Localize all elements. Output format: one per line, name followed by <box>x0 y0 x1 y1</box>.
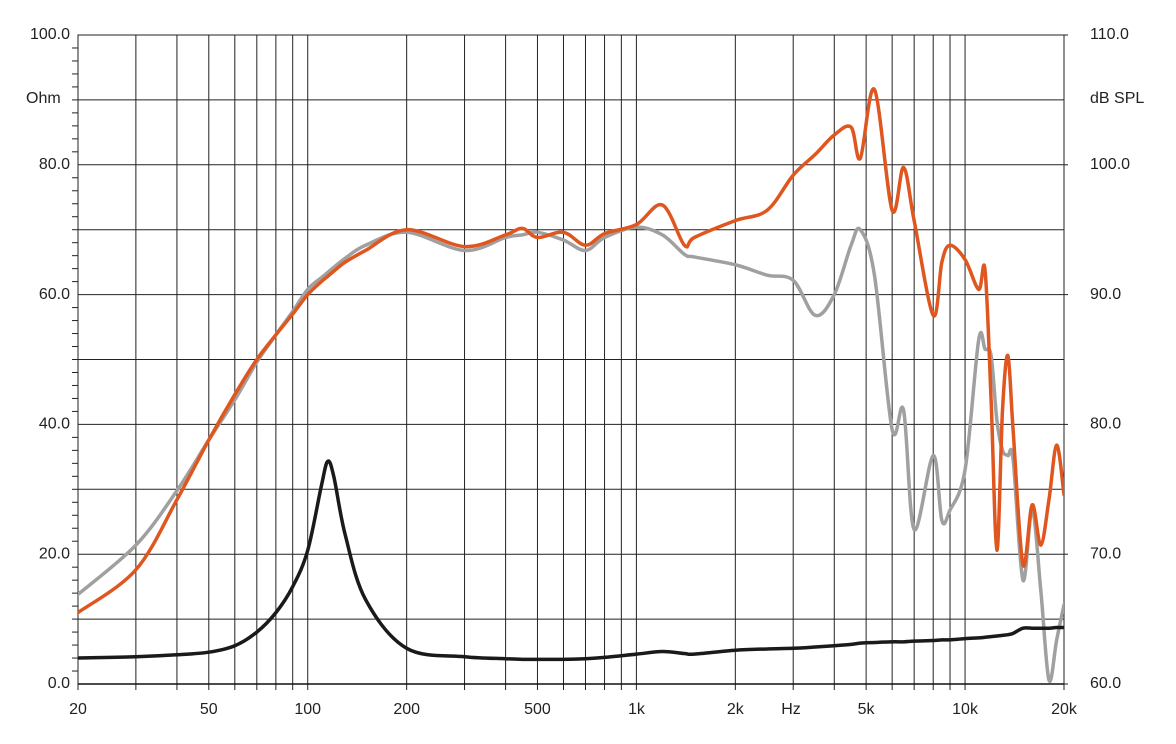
x-tick-label: 5k <box>858 701 876 718</box>
x-tick-label: 500 <box>524 701 551 718</box>
x-tick-label: 1k <box>628 701 646 718</box>
x-axis-label: Hz <box>781 701 801 718</box>
y2-tick-label: 70.0 <box>1090 545 1121 562</box>
series-line <box>78 225 1064 684</box>
x-tick-label: 2k <box>727 701 745 718</box>
x-tick-label: 20 <box>69 701 87 718</box>
series-line <box>78 87 1064 615</box>
x-tick-label: 20k <box>1051 701 1078 718</box>
y2-tick-label: 90.0 <box>1090 286 1121 303</box>
y-tick-label: 0.0 <box>48 675 70 692</box>
x-tick-label: 10k <box>952 701 979 718</box>
y-tick-label: 40.0 <box>39 416 70 433</box>
x-tick-label: 100 <box>294 701 321 718</box>
y-tick-label: 80.0 <box>39 156 70 173</box>
y2-axis-label: dB SPL <box>1090 90 1144 107</box>
series-line <box>78 459 1064 662</box>
y-tick-label: 20.0 <box>39 545 70 562</box>
y2-tick-label: 80.0 <box>1090 416 1121 433</box>
y2-tick-label: 100.0 <box>1090 156 1130 173</box>
y2-tick-label: 110.0 <box>1090 26 1129 43</box>
x-tick-label: 200 <box>393 701 420 718</box>
y2-tick-label: 60.0 <box>1090 675 1121 692</box>
y-tick-label: 60.0 <box>39 286 70 303</box>
y-tick-label: 100.0 <box>30 26 70 43</box>
x-tick-label: 50 <box>200 701 218 718</box>
y-axis-label: Ohm <box>26 90 61 107</box>
